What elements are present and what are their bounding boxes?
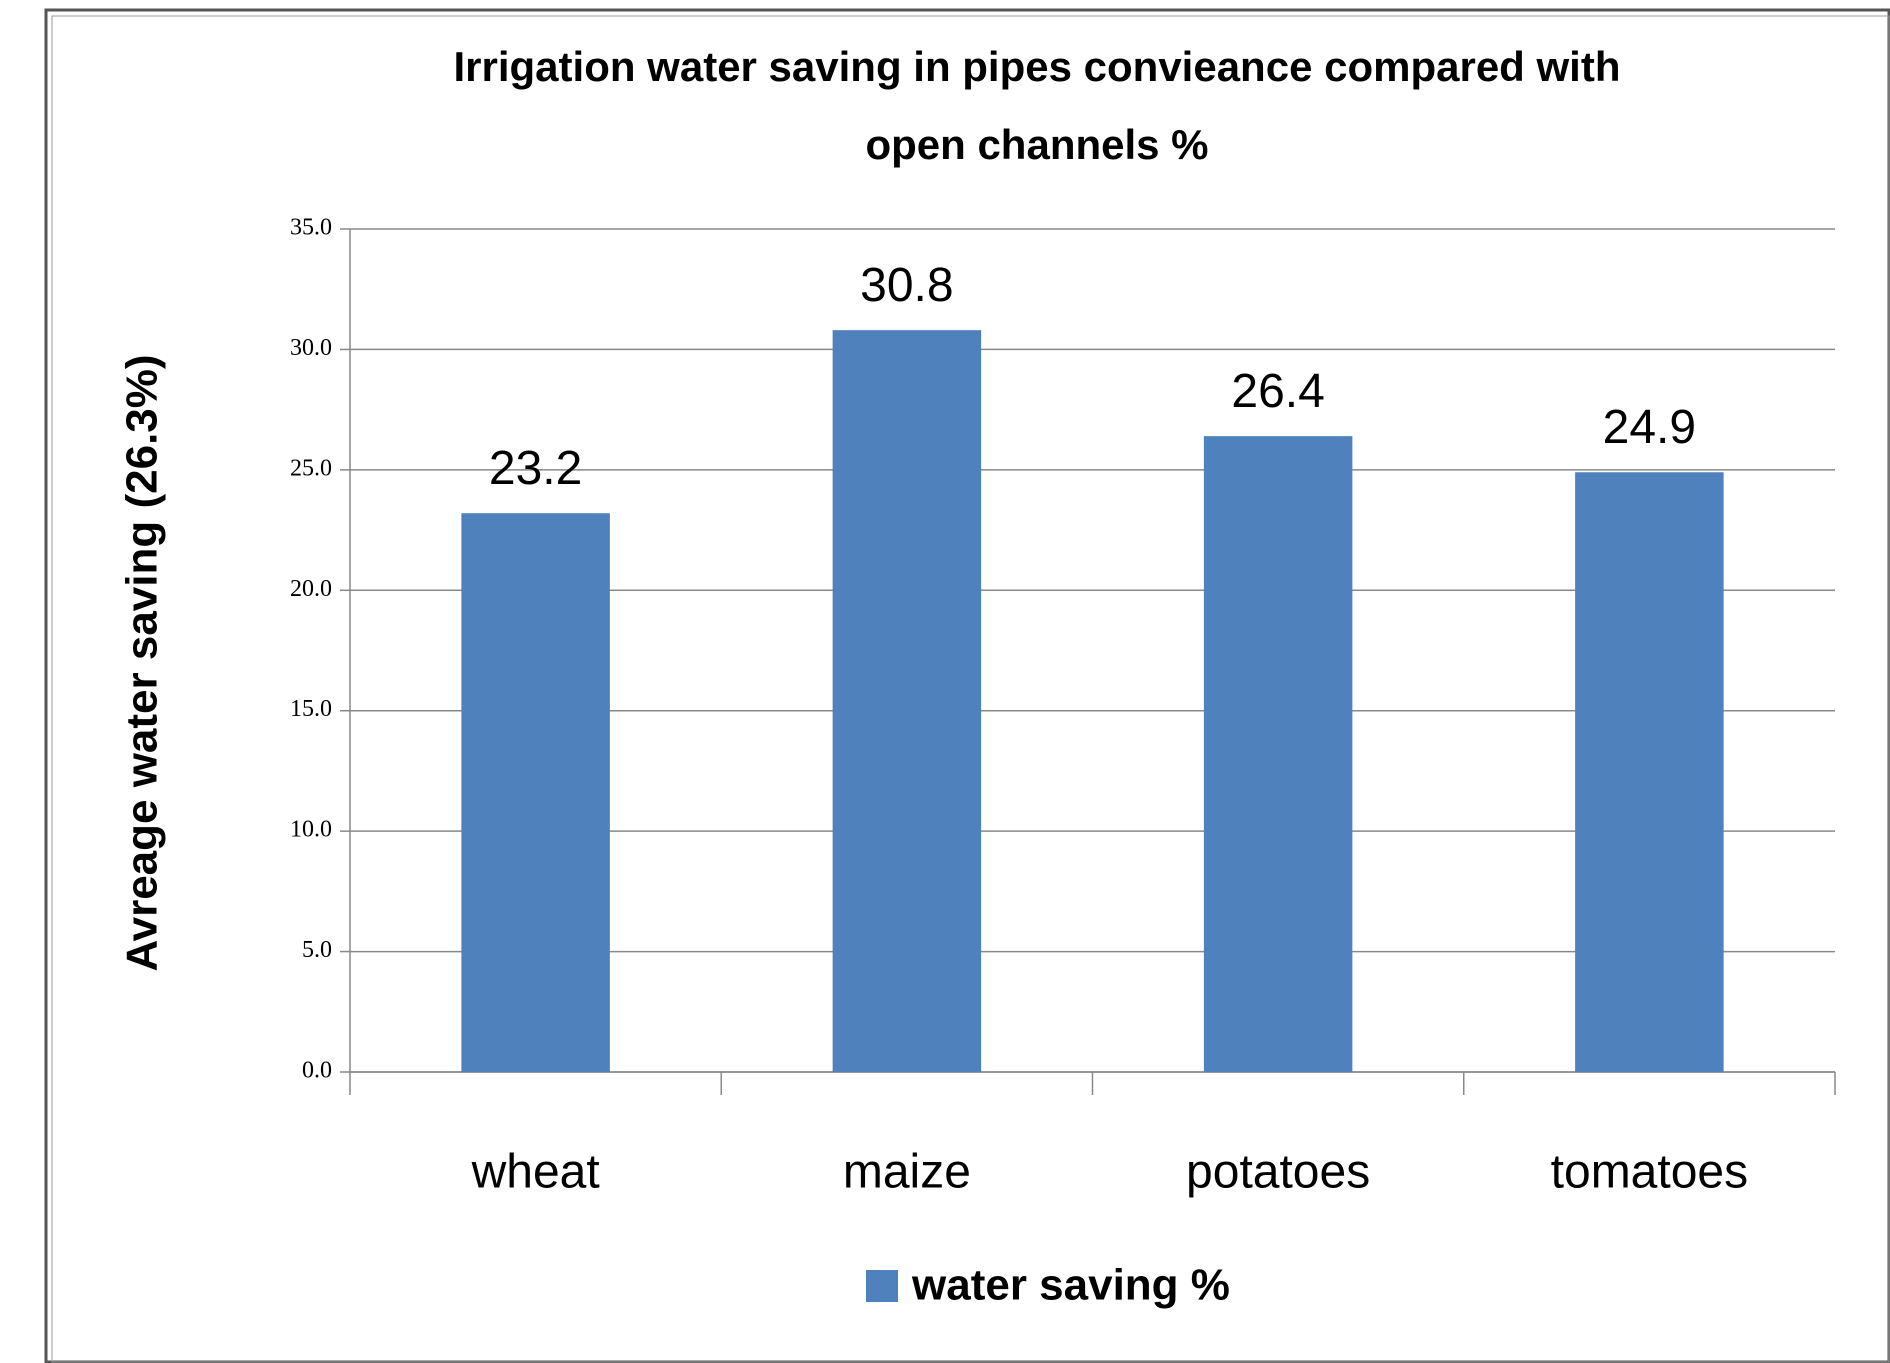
y-tick-label: 0.0 [302, 1058, 332, 1084]
y-axis-label: Avreage water saving (26.3%) [118, 354, 167, 971]
y-tick-label: 5.0 [302, 937, 332, 963]
y-tick-label: 10.0 [290, 817, 332, 843]
bar [1575, 472, 1724, 1072]
data-label: 23.2 [489, 442, 582, 495]
y-tick-label: 15.0 [290, 696, 332, 722]
chart-title: Irrigation water saving in pipes conviea… [454, 43, 1621, 90]
x-tick-label: maize [843, 1146, 971, 1199]
x-tick-label: potatoes [1186, 1146, 1370, 1199]
chart-inner-frame [51, 15, 1890, 1363]
chart-title: open channels % [865, 121, 1208, 168]
y-tick-label: 20.0 [290, 576, 332, 602]
data-label: 24.9 [1603, 401, 1696, 454]
legend-swatch [866, 1270, 898, 1302]
data-label: 30.8 [860, 259, 953, 312]
y-tick-label: 35.0 [290, 215, 332, 241]
bar [832, 330, 982, 1072]
data-label: 26.4 [1231, 365, 1324, 418]
bar [461, 513, 610, 1072]
y-tick-label: 25.0 [290, 455, 332, 481]
y-tick-label: 30.0 [290, 335, 332, 361]
bar [1203, 436, 1353, 1072]
x-tick-label: wheat [471, 1146, 600, 1199]
x-tick-label: tomatoes [1551, 1146, 1748, 1199]
legend-label: water saving % [911, 1261, 1230, 1310]
